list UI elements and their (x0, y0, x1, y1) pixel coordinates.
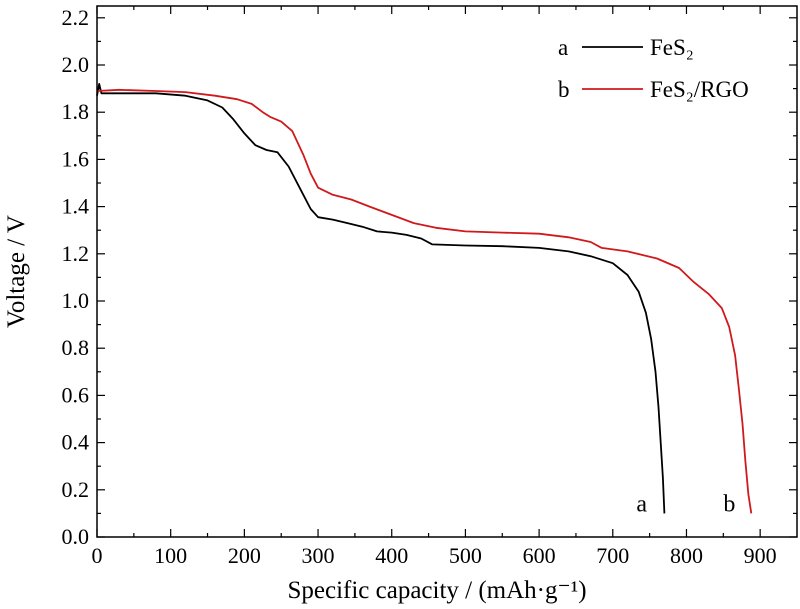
legend: a FeS₂ b FeS₂/RGO (558, 35, 749, 102)
legend-key-a: a (558, 35, 568, 60)
y-tick-label: 2.0 (62, 52, 90, 77)
y-tick-label: 1.0 (62, 288, 90, 313)
x-tick-label: 800 (670, 543, 703, 568)
y-tick-label: 0.4 (62, 430, 90, 455)
series-line-b (96, 88, 753, 514)
axes: 0 100 200 300 400 500 600 700 800 900 0.0 0.2 0.4 0.6… (3, 5, 798, 604)
series-line-a (96, 83, 666, 514)
x-tick-label: 600 (523, 543, 556, 568)
y-axis-title: Voltage / V (3, 215, 30, 328)
legend-label-a: FeS₂ (650, 35, 694, 60)
x-tick-label: 200 (228, 543, 261, 568)
y-tick-label: 0.8 (62, 335, 90, 360)
x-tick-label: 400 (375, 543, 408, 568)
y-tick-label: 1.4 (62, 194, 90, 219)
curve-end-label-b: b (723, 491, 735, 517)
x-tick-label: 100 (154, 543, 187, 568)
plot-frame (96, 5, 798, 538)
x-tick-label: 0 (92, 543, 103, 568)
y-tick-label: 2.2 (62, 5, 90, 30)
x-tick-label: 700 (596, 543, 629, 568)
x-tick-label: 300 (302, 543, 335, 568)
legend-label-b: FeS₂/RGO (650, 77, 749, 102)
y-tick-label: 1.8 (62, 99, 90, 124)
y-tick-label: 1.6 (62, 146, 90, 171)
y-tick-label: 0.2 (62, 477, 90, 502)
legend-key-b: b (558, 77, 570, 102)
x-axis-title: Specific capacity / (mAh·g⁻¹) (287, 577, 586, 604)
curve-end-label-a: a (636, 491, 647, 517)
y-tick-label: 1.2 (62, 241, 90, 266)
x-tick-label: 900 (744, 543, 777, 568)
y-tick-label: 0.6 (62, 382, 90, 407)
y-tick-label: 0.0 (62, 524, 90, 549)
x-tick-label: 500 (449, 543, 482, 568)
